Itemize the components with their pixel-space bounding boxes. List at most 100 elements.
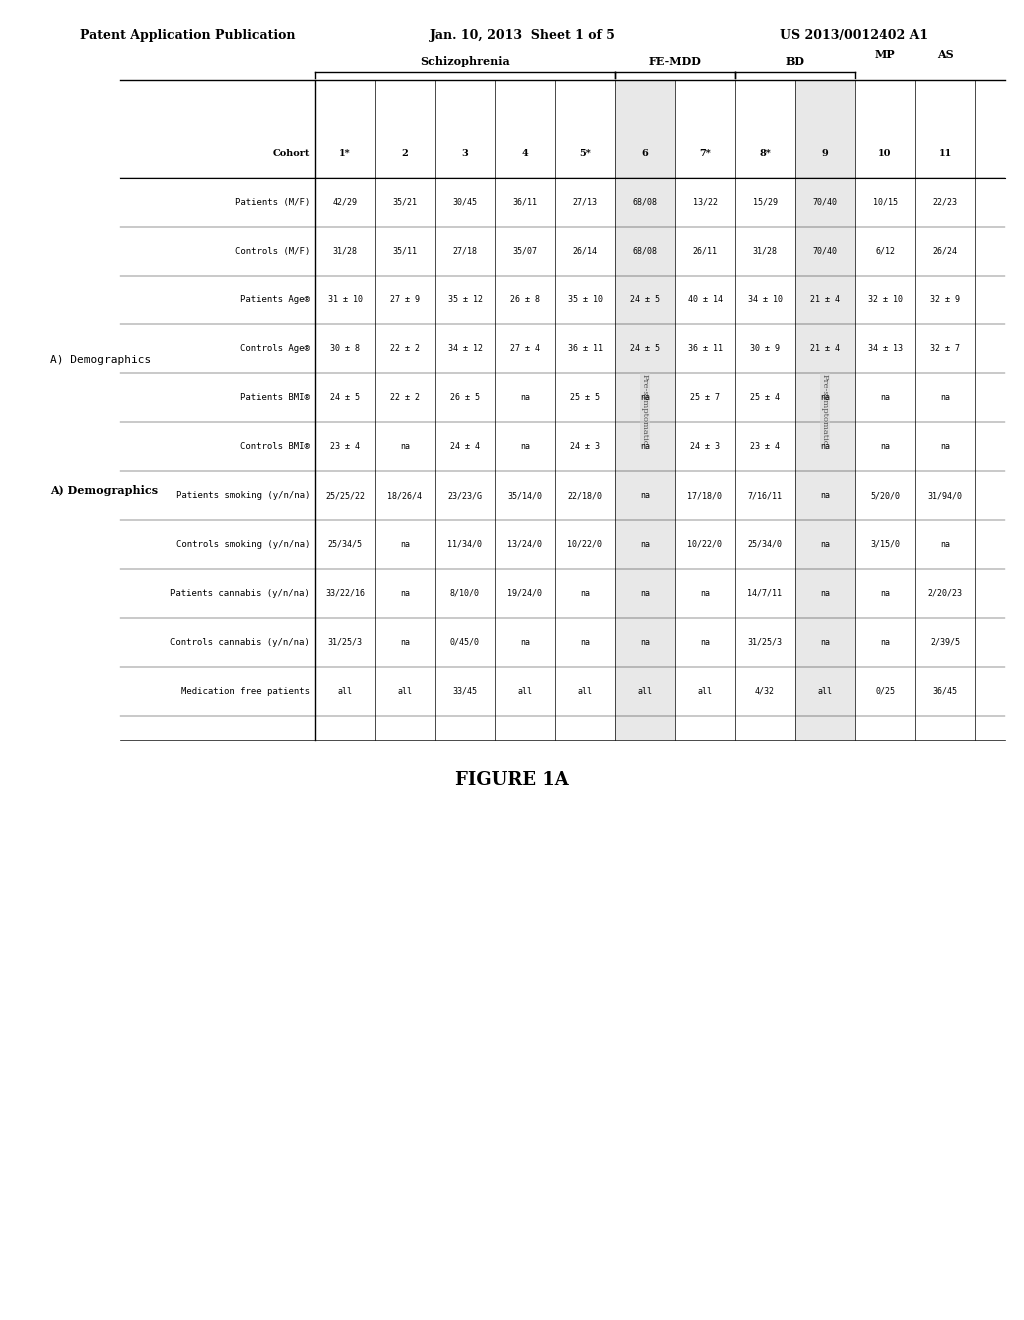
- Text: na: na: [880, 442, 890, 451]
- Text: na: na: [820, 540, 830, 549]
- Text: 7*: 7*: [699, 149, 711, 158]
- Text: na: na: [640, 491, 650, 500]
- Text: 26/11: 26/11: [692, 247, 718, 256]
- Text: na: na: [400, 638, 410, 647]
- Text: 32 ± 9: 32 ± 9: [930, 296, 961, 305]
- Text: 7/16/11: 7/16/11: [748, 491, 782, 500]
- Text: na: na: [400, 540, 410, 549]
- Text: 27 ± 9: 27 ± 9: [390, 296, 420, 305]
- Text: 26 ± 8: 26 ± 8: [510, 296, 540, 305]
- Text: 23 ± 4: 23 ± 4: [330, 442, 360, 451]
- Text: Schizophrenia: Schizophrenia: [420, 55, 510, 67]
- Text: na: na: [520, 442, 530, 451]
- Text: 5*: 5*: [580, 149, 591, 158]
- Text: 0/45/0: 0/45/0: [450, 638, 480, 647]
- Text: AS: AS: [937, 49, 953, 59]
- Text: Controls BMI®: Controls BMI®: [240, 442, 310, 451]
- Text: na: na: [640, 638, 650, 647]
- Text: Patients BMI®: Patients BMI®: [240, 393, 310, 403]
- Text: na: na: [520, 393, 530, 403]
- Text: all: all: [578, 686, 593, 696]
- Text: 23 ± 4: 23 ± 4: [750, 442, 780, 451]
- Text: 10/22/0: 10/22/0: [687, 540, 723, 549]
- Text: Controls Age®: Controls Age®: [240, 345, 310, 354]
- Text: 22 ± 2: 22 ± 2: [390, 345, 420, 354]
- Text: 68/08: 68/08: [633, 247, 657, 256]
- Text: 9: 9: [821, 149, 828, 158]
- Text: 31 ± 10: 31 ± 10: [328, 296, 362, 305]
- Text: Patients cannabis (y/n/na): Patients cannabis (y/n/na): [170, 589, 310, 598]
- Text: 34 ± 13: 34 ± 13: [867, 345, 902, 354]
- Text: 17/18/0: 17/18/0: [687, 491, 723, 500]
- Text: all: all: [397, 686, 413, 696]
- Text: 22 ± 2: 22 ± 2: [390, 393, 420, 403]
- Text: 3: 3: [462, 149, 468, 158]
- Text: FIGURE 1A: FIGURE 1A: [455, 771, 569, 789]
- Text: 11/34/0: 11/34/0: [447, 540, 482, 549]
- Text: 33/22/16: 33/22/16: [325, 589, 365, 598]
- Text: 31/28: 31/28: [333, 247, 357, 256]
- Text: na: na: [580, 638, 590, 647]
- Text: 24 ± 5: 24 ± 5: [630, 345, 660, 354]
- Text: 22/23: 22/23: [933, 198, 957, 207]
- Text: 2/20/23: 2/20/23: [928, 589, 963, 598]
- Text: Medication free patients: Medication free patients: [181, 686, 310, 696]
- Text: Patients Age®: Patients Age®: [240, 296, 310, 305]
- Text: 34 ± 12: 34 ± 12: [447, 345, 482, 354]
- Text: BD: BD: [785, 55, 805, 67]
- Text: 70/40: 70/40: [812, 198, 838, 207]
- Text: A) Demographics: A) Demographics: [50, 355, 152, 366]
- Text: 36/45: 36/45: [933, 686, 957, 696]
- Text: 0/25: 0/25: [874, 686, 895, 696]
- Text: 21 ± 4: 21 ± 4: [810, 296, 840, 305]
- Text: na: na: [400, 589, 410, 598]
- Text: 35 ± 10: 35 ± 10: [567, 296, 602, 305]
- Text: 25/25/22: 25/25/22: [325, 491, 365, 500]
- Text: 30 ± 8: 30 ± 8: [330, 345, 360, 354]
- Text: na: na: [940, 540, 950, 549]
- Text: 23/23/G: 23/23/G: [447, 491, 482, 500]
- Text: na: na: [820, 442, 830, 451]
- Text: 26/14: 26/14: [572, 247, 597, 256]
- Text: 18/26/4: 18/26/4: [387, 491, 423, 500]
- Text: na: na: [520, 638, 530, 647]
- Text: 32 ± 10: 32 ± 10: [867, 296, 902, 305]
- Text: 25 ± 4: 25 ± 4: [750, 393, 780, 403]
- Text: Pre-symptomatic: Pre-symptomatic: [641, 375, 649, 446]
- Text: 68/08: 68/08: [633, 198, 657, 207]
- Text: 1*: 1*: [339, 149, 351, 158]
- Text: 30 ± 9: 30 ± 9: [750, 345, 780, 354]
- Text: 6: 6: [642, 149, 648, 158]
- Text: na: na: [820, 638, 830, 647]
- Text: 15/29: 15/29: [753, 198, 777, 207]
- Text: 6/12: 6/12: [874, 247, 895, 256]
- Text: 30/45: 30/45: [453, 198, 477, 207]
- Text: na: na: [700, 638, 710, 647]
- Text: 24 ± 5: 24 ± 5: [630, 296, 660, 305]
- Bar: [795, 81, 855, 741]
- Text: all: all: [517, 686, 532, 696]
- Text: 2/39/5: 2/39/5: [930, 638, 961, 647]
- Text: A) Demographics: A) Demographics: [50, 484, 158, 495]
- Text: 14/7/11: 14/7/11: [748, 589, 782, 598]
- Text: 22/18/0: 22/18/0: [567, 491, 602, 500]
- Text: na: na: [580, 589, 590, 598]
- Text: 24 ± 3: 24 ± 3: [570, 442, 600, 451]
- Text: 42/29: 42/29: [333, 198, 357, 207]
- Text: 25/34/5: 25/34/5: [328, 540, 362, 549]
- Text: 40 ± 14: 40 ± 14: [687, 296, 723, 305]
- Text: 36 ± 11: 36 ± 11: [687, 345, 723, 354]
- Text: Jan. 10, 2013  Sheet 1 of 5: Jan. 10, 2013 Sheet 1 of 5: [430, 29, 615, 41]
- Text: Patients smoking (y/n/na): Patients smoking (y/n/na): [176, 491, 310, 500]
- Text: 31/25/3: 31/25/3: [748, 638, 782, 647]
- Text: 21 ± 4: 21 ± 4: [810, 345, 840, 354]
- Text: Pre-symptomatic: Pre-symptomatic: [821, 375, 829, 446]
- Text: 70/40: 70/40: [812, 247, 838, 256]
- Text: 33/45: 33/45: [453, 686, 477, 696]
- Text: 4: 4: [521, 149, 528, 158]
- Text: 24 ± 3: 24 ± 3: [690, 442, 720, 451]
- Text: Patients (M/F): Patients (M/F): [234, 198, 310, 207]
- Bar: [615, 81, 675, 741]
- Text: 26/24: 26/24: [933, 247, 957, 256]
- Text: na: na: [880, 589, 890, 598]
